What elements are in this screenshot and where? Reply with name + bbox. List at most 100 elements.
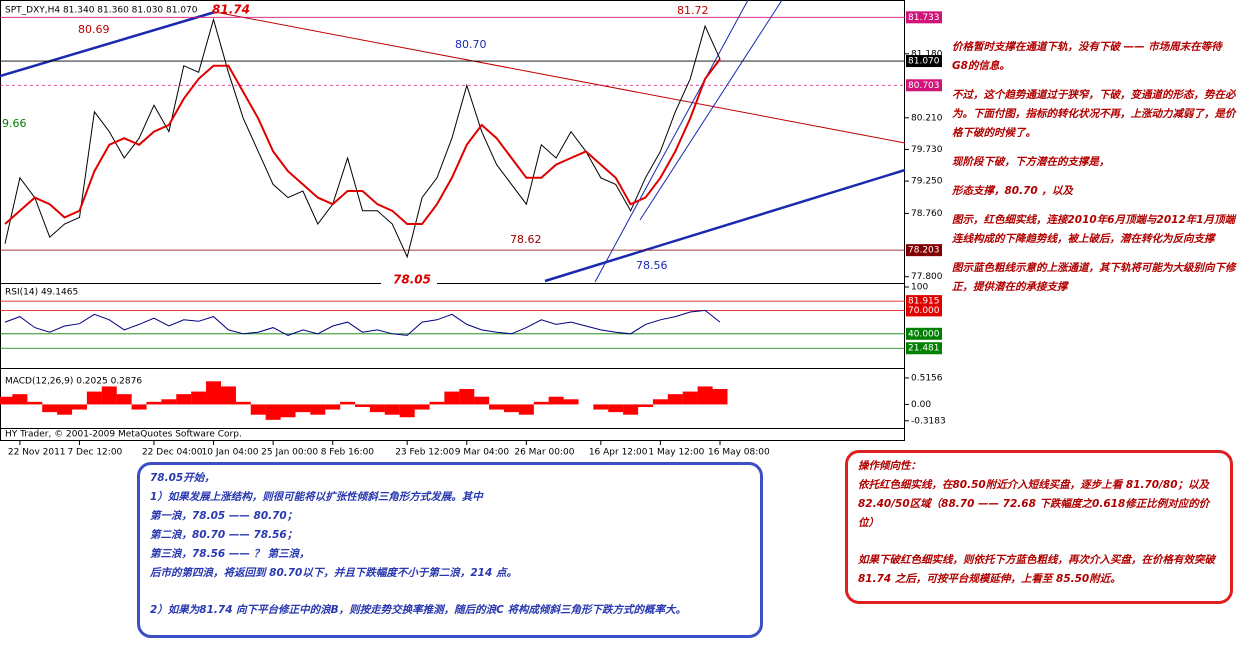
- histogram-bar: [608, 404, 624, 413]
- note-line: 第二浪，80.70 —— 78.56；: [150, 529, 298, 541]
- histogram-bar: [131, 404, 147, 410]
- level-label: 40.000: [908, 329, 940, 339]
- histogram-bar: [57, 404, 73, 415]
- histogram-bar: [503, 404, 519, 413]
- footer: HY Trader, © 2001-2009 MetaQuotes Softwa…: [5, 430, 242, 440]
- y-tick-label: 100: [911, 283, 928, 293]
- annotation: 78.62: [510, 233, 542, 246]
- histogram-bar: [399, 404, 415, 418]
- y-tick-label: 80.210: [911, 113, 943, 123]
- chart: HY Trader, © 2001-2009 MetaQuotes Softwa…: [0, 0, 946, 458]
- x-tick-label: 9 Mar 04:00: [455, 448, 510, 458]
- annotation: 81.72: [677, 4, 709, 17]
- histogram-bar: [682, 391, 698, 405]
- x-tick-label: 26 Mar 00:00: [514, 448, 574, 458]
- series-line: [4, 17, 721, 259]
- histogram-bar: [42, 404, 58, 413]
- level-label: 78.203: [908, 246, 940, 256]
- note-line: 图示，红色细实线，连接2010年6月顶端与2012年1月顶端连线构成的下降趋势线…: [952, 214, 1236, 245]
- histogram-bar: [146, 401, 162, 405]
- note-line: 第三浪，78.56 —— ？ 第三浪，: [150, 548, 310, 560]
- histogram-bar: [712, 389, 728, 405]
- chart-frame: [0, 0, 905, 441]
- x-tick-label: 22 Dec 04:00: [142, 448, 203, 458]
- channel-line: [594, 0, 749, 283]
- histogram-bar: [459, 389, 475, 405]
- level-label: 21.481: [908, 344, 940, 354]
- histogram-bar: [101, 386, 117, 405]
- histogram-bar: [697, 386, 713, 405]
- histogram-bar: [474, 396, 490, 405]
- histogram-bar: [280, 404, 296, 418]
- trend-line: [544, 168, 906, 283]
- note-line: 第一浪，78.05 —— 80.70；: [150, 510, 298, 522]
- histogram-bar: [384, 404, 400, 415]
- y-tick-label: 79.250: [911, 177, 943, 187]
- level-label: 80.703: [908, 81, 940, 91]
- note-line: 图示蓝色粗线示意的上涨通道，其下轨将可能为大级别向下修正，提供潜在的承接支撑: [952, 262, 1236, 293]
- histogram-bar: [489, 404, 505, 410]
- histogram-bar: [71, 404, 87, 410]
- histogram-bar: [161, 399, 177, 405]
- histogram-bar: [518, 404, 534, 415]
- histogram-bar: [0, 396, 13, 405]
- level-label-box: [906, 295, 942, 308]
- series-line: [4, 309, 721, 336]
- trend-line: [214, 11, 906, 144]
- x-tick-label: 10 Jan 04:00: [202, 448, 259, 458]
- y-tick-label: -0.3183: [911, 416, 946, 426]
- histogram-bar: [429, 401, 445, 405]
- note-line: 78.05开始，: [150, 472, 215, 484]
- red-box: 操作倾向性： 依托红色细实线，在80.50附近介入短线买盘，逐步上看 81.70/…: [845, 450, 1233, 604]
- level-label-box: [906, 79, 942, 92]
- level-label: 70.000: [908, 306, 940, 316]
- annotation: 78.05: [393, 273, 431, 287]
- x-tick-label: 16 Apr 12:00: [589, 448, 648, 458]
- histogram-bar: [563, 399, 579, 405]
- blue-box: 78.05开始， 1）如果发展上涨结构，则很可能将以扩张性倾斜三角形方式发展。其中…: [137, 462, 763, 638]
- histogram-bar: [623, 404, 639, 415]
- histogram-bar: [325, 404, 341, 410]
- y-tick-label: 81.180: [911, 49, 943, 59]
- channel-line: [639, 0, 783, 221]
- histogram-bar: [86, 391, 102, 405]
- note-line: 价格暂时支撑在通道下轨，没有下破 —— 市场周末在等待G8的信息。: [952, 41, 1222, 72]
- histogram-bar: [295, 404, 311, 413]
- note-line: 1）如果发展上涨结构，则很可能将以扩张性倾斜三角形方式发展。其中: [150, 491, 483, 503]
- level-label-box: [906, 304, 942, 317]
- histogram-bar: [667, 394, 683, 405]
- level-label-box: [906, 244, 942, 257]
- level-label: 81.733: [908, 13, 940, 23]
- annotation: 81.74: [212, 3, 250, 17]
- histogram-bar: [220, 386, 236, 405]
- histogram-bar: [191, 391, 207, 405]
- histogram-bar: [414, 404, 430, 410]
- y-tick-label: 0.5156: [911, 373, 943, 383]
- histogram-bar: [116, 394, 132, 405]
- level-label: 81.915: [908, 297, 940, 307]
- histogram-bar: [638, 404, 654, 407]
- x-tick-label: 7 Dec 12:00: [67, 448, 122, 458]
- note-line: 依托红色细实线，在80.50附近介入短线买盘，逐步上看 81.70/80；以及 …: [858, 479, 1210, 529]
- histogram-bar: [355, 404, 370, 407]
- level-label-box: [906, 11, 942, 24]
- trend-line: [0, 10, 216, 78]
- y-tick-label: 0.00: [911, 400, 931, 410]
- annotation: 9.66: [2, 117, 27, 130]
- series-line: [4, 58, 721, 225]
- histogram-bar: [369, 404, 385, 413]
- y-tick-label: 78.760: [911, 209, 943, 219]
- note-line: 不过，这个趋势通道过于狭窄，下破，变通道的形态，势在必为。下面付图，指标的转化状…: [952, 89, 1236, 139]
- note-line: 形态支撑，80.70 ，以及: [952, 185, 1073, 197]
- histogram-bar: [235, 401, 251, 405]
- histogram-bar: [593, 404, 609, 410]
- histogram-bar: [533, 401, 549, 405]
- histogram-bar: [310, 404, 326, 415]
- note-line: 后市的第四浪，将返回到 80.70以下，并且下跌幅度不小于第二浪，214 点。: [150, 567, 517, 579]
- panel-title: MACD(12,26,9) 0.2025 0.2876: [5, 377, 142, 387]
- histogram-bar: [652, 399, 668, 405]
- panel-title: SPT_DXY,H4 81.340 81.360 81.030 81.070: [5, 6, 198, 16]
- level-label-box: [906, 327, 942, 340]
- note-line: 现阶段下破，下方潜在的支撑是，: [952, 156, 1110, 168]
